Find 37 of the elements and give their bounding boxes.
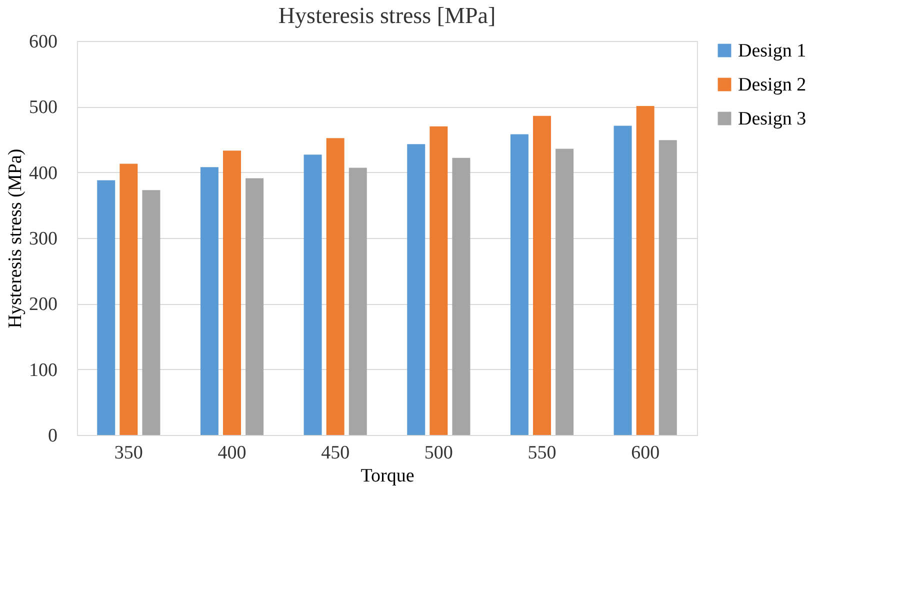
bar	[348, 168, 367, 435]
x-tick-label: 600	[631, 442, 660, 464]
bar	[326, 138, 344, 435]
bar	[304, 154, 322, 435]
bar	[142, 190, 160, 435]
bar	[97, 180, 116, 435]
y-tick-label: 0	[48, 426, 58, 446]
y-tick-label: 200	[29, 294, 58, 316]
bar	[246, 178, 264, 435]
x-tick-label: 400	[218, 442, 246, 464]
bar	[533, 116, 551, 435]
y-tick-label: 100	[29, 360, 58, 381]
x-tick-label: 500	[424, 442, 453, 464]
y-axis-title: Hysteresis stress (MPa)	[5, 148, 26, 328]
bar	[407, 144, 426, 435]
bar	[452, 158, 470, 435]
bar	[658, 140, 677, 435]
bar	[200, 167, 218, 435]
y-tick-label: 600	[29, 32, 58, 52]
bar	[636, 106, 654, 435]
legend-label: Design 1	[738, 40, 806, 62]
x-tick-label: 450	[321, 442, 350, 464]
y-tick-label: 400	[29, 162, 58, 184]
legend-label: Design 3	[738, 108, 806, 130]
y-tick-label: 500	[29, 97, 58, 118]
bar	[556, 148, 574, 435]
x-tick-label: 550	[528, 442, 556, 464]
x-tick-label: 350	[114, 442, 143, 464]
bar	[120, 164, 138, 435]
chart-title: Hysteresis stress [MPa]	[278, 3, 496, 28]
bar	[510, 134, 528, 435]
bar	[223, 150, 241, 435]
bar	[614, 126, 632, 435]
bar	[430, 126, 448, 435]
x-axis-title: Torque	[360, 466, 414, 486]
legend-label: Design 2	[738, 74, 806, 96]
y-tick-label: 300	[29, 228, 58, 250]
